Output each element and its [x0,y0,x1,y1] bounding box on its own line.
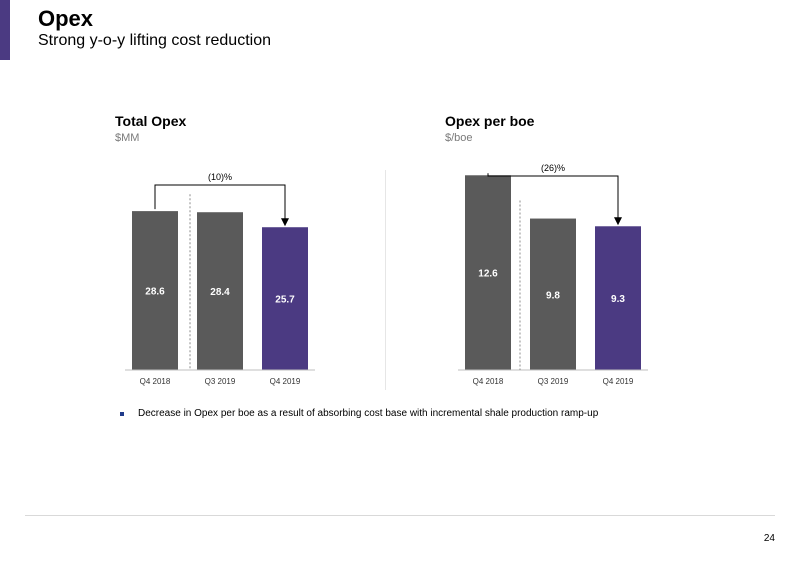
chart-divider [385,170,386,390]
change-annotation: (10)% [208,172,232,182]
chart-unit-total-opex: $MM [115,132,140,144]
x-tick-label: Q4 2018 [140,377,171,386]
chart-title-opex-per-boe: Opex per boe [445,113,535,129]
x-tick-label: Q4 2019 [603,377,634,386]
bar-value-label: 12.6 [478,269,498,280]
bullet-item: Decrease in Opex per boe as a result of … [120,408,598,419]
bar-value-label: 28.4 [210,287,230,298]
x-tick-label: Q4 2018 [473,377,504,386]
bullet-marker [120,411,124,416]
chart-unit-opex-per-boe: $/boe [445,132,473,144]
bullet-text: Decrease in Opex per boe as a result of … [138,408,599,419]
bar-q3-2019 [530,218,576,370]
x-tick-label: Q4 2019 [270,377,301,386]
change-arrowhead [281,218,289,227]
accent-bar [0,0,10,60]
bar-q4-2018 [465,175,511,370]
bar-value-label: 9.8 [546,290,560,301]
footer-divider [25,515,775,516]
total-opex-chart: 28.6 Q4 2018 28.4 Q3 2019 25.7 Q4 2019 (10)% [125,172,315,386]
page-title: Opex [38,6,94,31]
bar-q4-2019 [595,226,641,370]
x-tick-label: Q3 2019 [538,377,569,386]
change-bracket [487,173,619,220]
bar-q4-2019 [262,227,308,370]
page-number: 24 [763,533,775,544]
bar-q4-2018 [132,211,178,370]
bar-value-label: 28.6 [145,287,165,298]
opex-per-boe-chart: 12.6 Q4 2018 9.8 Q3 2019 9.3 Q4 2019 (26)% [458,163,648,386]
page-subtitle: Strong y-o-y lifting cost reduction [38,32,271,49]
x-tick-label: Q3 2019 [205,377,236,386]
change-annotation: (26)% [541,163,565,173]
change-arrowhead [614,217,622,226]
bar-value-label: 25.7 [275,295,295,306]
bar-q3-2019 [197,212,243,370]
chart-title-total-opex: Total Opex [115,113,187,129]
bar-value-label: 9.3 [611,294,625,305]
change-bracket [154,184,286,221]
